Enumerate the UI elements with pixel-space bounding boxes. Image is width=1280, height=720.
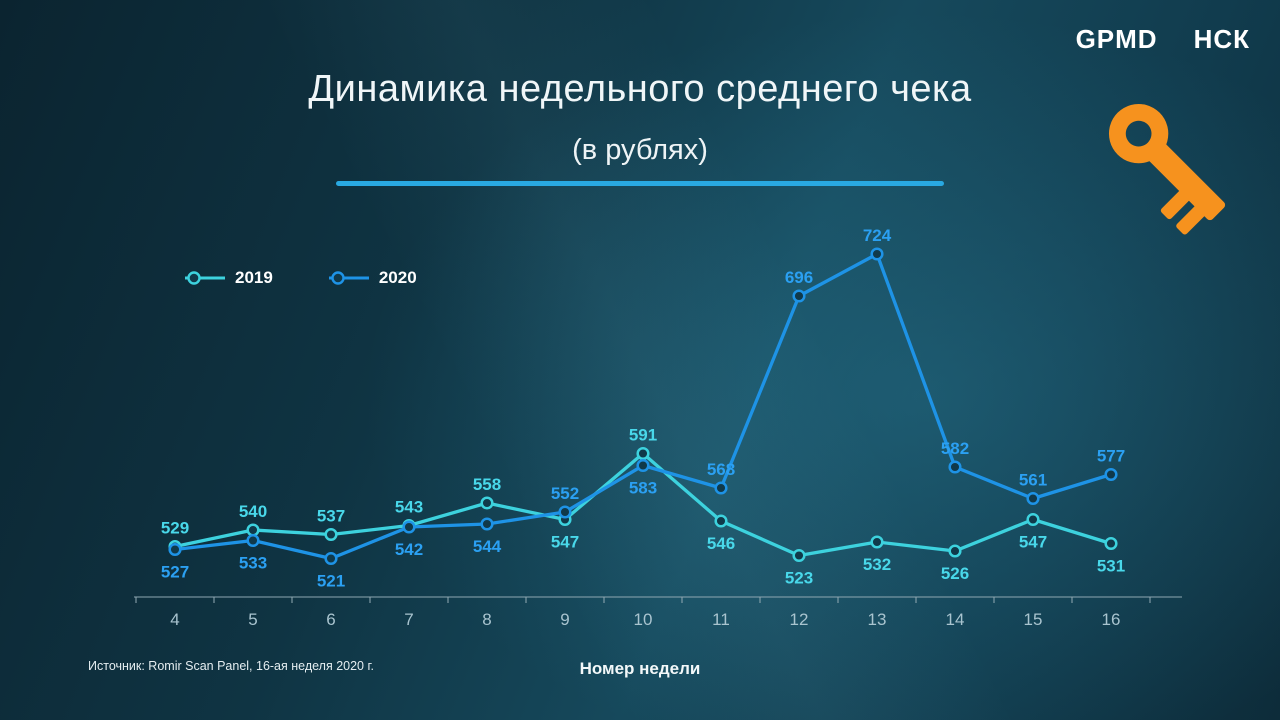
x-tick-label: 16 [1102, 610, 1121, 629]
x-tick-label: 8 [482, 610, 491, 629]
data-label-2020-week-7: 542 [395, 540, 423, 559]
legend-marker-2020-icon [328, 271, 369, 285]
data-label-2019-week-6: 537 [317, 507, 345, 526]
data-label-2019-week-15: 547 [1019, 533, 1047, 552]
marker-2020-week-4 [168, 542, 182, 557]
x-tick-label: 12 [790, 610, 809, 629]
marker-2019-week-10 [636, 446, 650, 461]
x-axis-title: Номер недели [579, 659, 701, 678]
x-tick-label: 9 [560, 610, 569, 629]
marker-2020-week-14 [948, 460, 962, 474]
data-label-2020-week-5: 533 [239, 554, 267, 573]
marker-2020-week-8 [480, 517, 494, 531]
data-label-2019-week-14: 526 [941, 564, 969, 583]
marker-2019-week-12 [792, 548, 806, 563]
x-tick-label: 11 [712, 610, 730, 629]
legend-label-2019: 2019 [235, 268, 273, 287]
slide-subtitle: (в рублях) [572, 134, 708, 166]
x-tick-label: 15 [1024, 610, 1043, 629]
data-label-2019-week-12: 523 [785, 569, 813, 588]
marker-2020-week-6 [324, 551, 338, 566]
x-tick-label: 10 [634, 610, 653, 629]
marker-2020-week-11 [714, 481, 728, 495]
data-label-2019-week-13: 532 [863, 555, 891, 574]
data-label-2019-week-16: 531 [1097, 557, 1125, 576]
data-label-2020-week-6: 521 [317, 572, 345, 591]
marker-2020-week-7 [402, 520, 416, 534]
data-label-2020-week-15: 561 [1019, 471, 1047, 490]
marker-2019-week-14 [948, 544, 962, 558]
legend-marker-2019-icon [185, 271, 225, 285]
data-label-2019-week-5: 540 [239, 502, 267, 521]
key-tooth-1 [1160, 189, 1191, 220]
series-line-2020 [173, 252, 1113, 561]
marker-2019-week-13 [870, 535, 884, 549]
marker-2020-week-12 [792, 289, 806, 303]
legend-label-2020: 2020 [378, 268, 417, 287]
key-tooth-2 [1176, 204, 1206, 235]
line-chart: 4 5 6 7 8 9 10 11 12 13 14 15 16 529 540 537 543 558 547 59… [134, 226, 1182, 629]
gpmd-logo: GPMD [1075, 24, 1158, 54]
data-label-2019-week-7: 543 [395, 498, 423, 517]
brand-logos: GPMD НСК [1076, 24, 1250, 55]
data-label-2019-week-4: 529 [161, 519, 189, 538]
data-label-2019-week-9: 547 [551, 533, 579, 552]
data-label-2020-week-12: 696 [785, 268, 813, 287]
marker-2019-week-5 [246, 523, 260, 537]
marker-2020-week-13 [870, 247, 884, 261]
slide-title: Динамика недельного среднего чека [308, 68, 972, 110]
key-shaft [1145, 140, 1226, 221]
chart-legend: 2019 2020 [183, 268, 417, 288]
legend-item-2019: 2019 [183, 268, 273, 288]
data-label-2019-week-8: 558 [473, 475, 501, 494]
data-label-2020-week-9: 552 [551, 484, 579, 503]
marker-2019-week-11 [714, 514, 728, 528]
data-label-2020-week-11: 568 [707, 460, 735, 479]
x-tick-label: 5 [248, 610, 257, 629]
marker-2020-week-10 [636, 458, 650, 473]
marker-2019-week-16 [1104, 536, 1118, 551]
x-tick-label: 14 [946, 610, 965, 629]
title-underline [336, 181, 944, 186]
marker-2019-week-6 [324, 527, 338, 542]
x-tick-label: 4 [170, 610, 179, 629]
key-icon [1108, 103, 1226, 235]
data-label-2020-week-4: 527 [161, 563, 189, 582]
data-label-2020-week-14: 582 [941, 439, 969, 458]
nsk-logo: НСК [1193, 24, 1250, 54]
data-label-2020-week-13: 724 [863, 226, 892, 245]
data-label-2020-week-16: 577 [1097, 447, 1125, 466]
marker-2020-week-5 [246, 533, 260, 548]
x-tick-label: 6 [326, 610, 335, 629]
marker-2019-week-8 [480, 496, 494, 510]
x-tick-label: 13 [868, 610, 887, 629]
data-label-2020-week-10: 583 [629, 479, 657, 498]
source-note: Источник: Romir Scan Panel, 16-ая неделя… [88, 659, 374, 673]
x-tick-label: 7 [404, 610, 413, 629]
marker-2019-week-15 [1026, 512, 1040, 527]
data-label-2020-week-8: 544 [473, 537, 502, 556]
marker-2020-week-15 [1026, 491, 1040, 506]
marker-2020-week-9 [558, 505, 572, 519]
marker-2020-week-16 [1104, 467, 1118, 482]
data-label-2019-week-11: 546 [707, 534, 735, 553]
legend-item-2020: 2020 [327, 268, 417, 288]
data-label-2019-week-10: 591 [629, 426, 657, 445]
